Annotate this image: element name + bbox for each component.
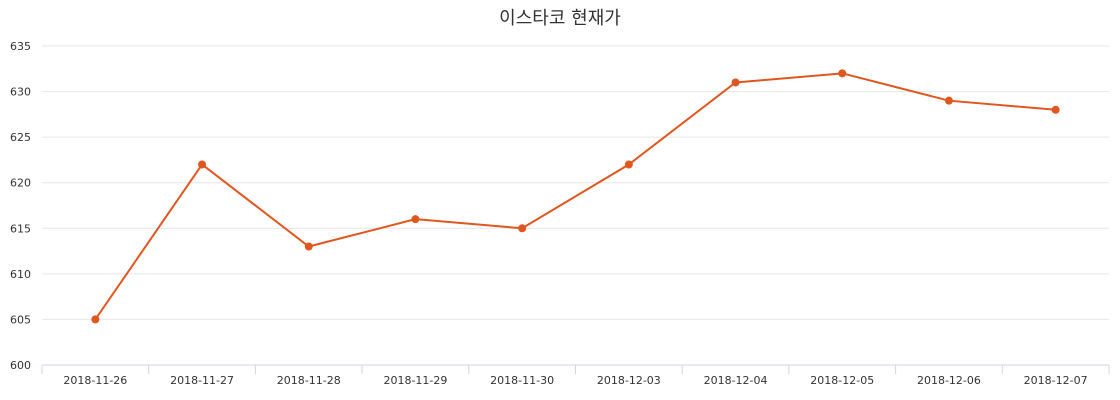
data-point — [624, 160, 633, 169]
y-tick-label: 620 — [10, 177, 31, 190]
data-point — [944, 96, 953, 105]
y-tick-label: 625 — [10, 131, 31, 144]
y-tick-label: 630 — [10, 86, 31, 99]
x-tick-label: 2018-12-04 — [704, 374, 768, 387]
x-tick-label: 2018-11-26 — [63, 374, 127, 387]
y-tick-label: 610 — [10, 268, 31, 281]
y-tick-label: 600 — [10, 359, 31, 372]
x-tick-label: 2018-12-07 — [1024, 374, 1088, 387]
x-tick-label: 2018-11-27 — [170, 374, 234, 387]
x-tick-label: 2018-12-03 — [597, 374, 661, 387]
chart-title: 이스타코 현재가 — [499, 8, 621, 29]
x-tick-label: 2018-12-06 — [917, 374, 981, 387]
data-point — [518, 224, 527, 233]
y-tick-label: 605 — [10, 313, 31, 326]
series-line — [94, 72, 1056, 320]
data-point — [1051, 105, 1060, 114]
y-tick-label: 635 — [10, 40, 31, 53]
data-point — [198, 160, 207, 169]
x-tick-label: 2018-12-05 — [810, 374, 874, 387]
data-point — [304, 242, 313, 251]
data-point — [838, 69, 847, 78]
data-point — [91, 315, 100, 324]
data-point — [731, 78, 740, 87]
x-tick-label: 2018-11-29 — [383, 374, 447, 387]
x-tick-label: 2018-11-30 — [490, 374, 554, 387]
x-tick-label: 2018-11-28 — [277, 374, 341, 387]
data-point — [411, 215, 420, 224]
y-tick-label: 615 — [10, 222, 31, 235]
